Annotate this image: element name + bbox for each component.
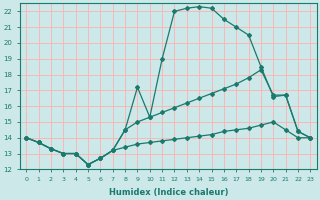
X-axis label: Humidex (Indice chaleur): Humidex (Indice chaleur) bbox=[108, 188, 228, 197]
